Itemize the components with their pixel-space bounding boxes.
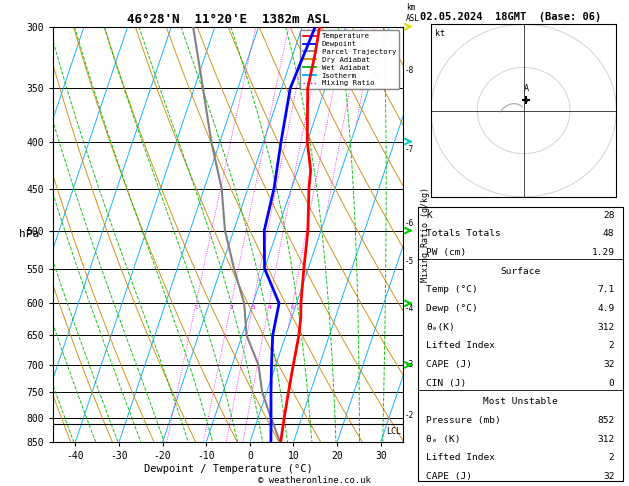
Text: -6: -6 [404, 219, 413, 228]
Text: 48: 48 [603, 229, 615, 238]
Text: 0: 0 [609, 379, 615, 388]
X-axis label: Dewpoint / Temperature (°C): Dewpoint / Temperature (°C) [143, 464, 313, 474]
Text: Dewp (°C): Dewp (°C) [426, 304, 478, 313]
Text: 2: 2 [230, 305, 233, 311]
Title: 46°28'N  11°20'E  1382m ASL: 46°28'N 11°20'E 1382m ASL [127, 13, 329, 26]
Text: -4: -4 [404, 304, 413, 313]
Text: 312: 312 [598, 323, 615, 332]
Text: CAPE (J): CAPE (J) [426, 472, 472, 481]
Text: 4.9: 4.9 [598, 304, 615, 313]
Text: km
ASL: km ASL [406, 3, 420, 22]
Text: 1.29: 1.29 [591, 248, 615, 257]
Text: θₑ(K): θₑ(K) [426, 323, 455, 332]
Text: kt: kt [435, 30, 445, 38]
Text: LCL: LCL [386, 427, 401, 436]
Text: A: A [523, 84, 528, 93]
Text: Surface: Surface [501, 267, 540, 276]
Text: 32: 32 [603, 360, 615, 369]
Text: hPa: hPa [19, 229, 39, 240]
Text: 3: 3 [251, 305, 255, 311]
Text: 6: 6 [291, 305, 294, 311]
Text: -3: -3 [404, 360, 413, 369]
Text: -2: -2 [404, 411, 413, 420]
Text: CIN (J): CIN (J) [426, 379, 467, 388]
Text: K: K [426, 210, 432, 220]
Text: 28: 28 [603, 210, 615, 220]
Text: 852: 852 [598, 416, 615, 425]
Text: 1: 1 [194, 305, 198, 311]
Text: -7: -7 [404, 145, 413, 154]
Text: 32: 32 [603, 472, 615, 481]
Text: CAPE (J): CAPE (J) [426, 360, 472, 369]
Text: Temp (°C): Temp (°C) [426, 285, 478, 295]
Legend: Temperature, Dewpoint, Parcel Trajectory, Dry Adiabat, Wet Adiabat, Isotherm, Mi: Temperature, Dewpoint, Parcel Trajectory… [300, 30, 399, 89]
Text: -5: -5 [404, 257, 413, 266]
Text: Lifted Index: Lifted Index [426, 341, 496, 350]
Text: 7.1: 7.1 [598, 285, 615, 295]
Text: 312: 312 [598, 435, 615, 444]
Text: 2: 2 [609, 453, 615, 462]
Text: Pressure (mb): Pressure (mb) [426, 416, 501, 425]
Text: 2: 2 [609, 341, 615, 350]
Text: Most Unstable: Most Unstable [483, 398, 558, 406]
Text: PW (cm): PW (cm) [426, 248, 467, 257]
Text: 02.05.2024  18GMT  (Base: 06): 02.05.2024 18GMT (Base: 06) [420, 12, 601, 22]
Text: -8: -8 [404, 66, 413, 75]
Text: Mixing Ratio (g/kg): Mixing Ratio (g/kg) [421, 187, 430, 282]
Text: 4: 4 [267, 305, 271, 311]
Text: θₑ (K): θₑ (K) [426, 435, 461, 444]
Text: © weatheronline.co.uk: © weatheronline.co.uk [258, 476, 371, 485]
Text: Totals Totals: Totals Totals [426, 229, 501, 238]
Text: Lifted Index: Lifted Index [426, 453, 496, 462]
